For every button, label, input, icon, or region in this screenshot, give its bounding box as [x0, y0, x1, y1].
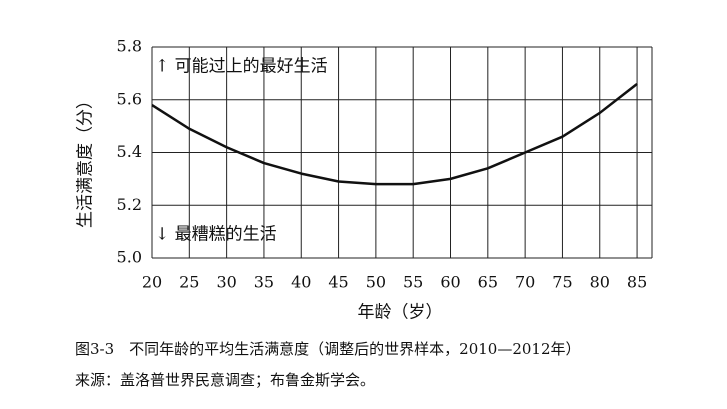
source: 来源：盖洛普世界民意调查；布鲁金斯学会。: [75, 371, 375, 389]
x-tick-label: 80: [590, 273, 610, 292]
x-tick-label: 45: [328, 273, 348, 292]
x-tick-label: 20: [142, 273, 162, 292]
x-tick-label: 25: [179, 273, 199, 292]
y-tick-label: 5.2: [117, 195, 142, 214]
x-tick-label: 75: [552, 273, 572, 292]
annotation: ↑ 可能过上的最好生活: [155, 57, 328, 77]
y-tick-label: 5.8: [117, 37, 142, 56]
x-tick-label: 60: [440, 273, 460, 292]
x-tick-label: 65: [478, 273, 498, 292]
y-axis-label: 生活满意度（分）: [76, 92, 96, 228]
annotation: ↓ 最糟糕的生活: [155, 225, 277, 245]
y-tick-label: 5.6: [117, 89, 142, 108]
x-tick-label: 40: [291, 273, 311, 292]
x-tick-label: 35: [254, 273, 274, 292]
line: [151, 82, 638, 186]
x-tick-label: 50: [366, 273, 386, 292]
x-tick-label: 85: [627, 273, 647, 292]
caption: 图3-3 不同年龄的平均生活满意度（调整后的世界样本，2010—2012年）: [75, 340, 581, 358]
y-tick-label: 5.0: [117, 248, 142, 267]
x-tick-label: 55: [403, 273, 423, 292]
x-tick-label: 30: [216, 273, 236, 292]
x-tick-label: 70: [515, 273, 535, 292]
y-tick-label: 5.4: [117, 142, 142, 161]
x-axis-label: 年龄（岁）: [358, 303, 443, 323]
